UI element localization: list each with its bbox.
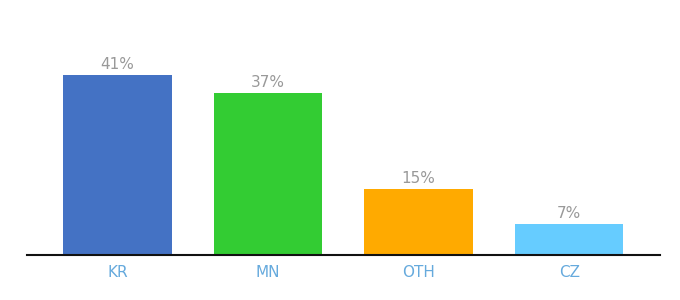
Bar xyxy=(63,75,172,255)
Text: 37%: 37% xyxy=(251,75,285,90)
Bar xyxy=(515,224,624,255)
Text: 41%: 41% xyxy=(101,57,135,72)
Bar xyxy=(214,93,322,255)
Text: 7%: 7% xyxy=(557,206,581,221)
Bar xyxy=(364,189,473,255)
Text: 15%: 15% xyxy=(402,171,436,186)
